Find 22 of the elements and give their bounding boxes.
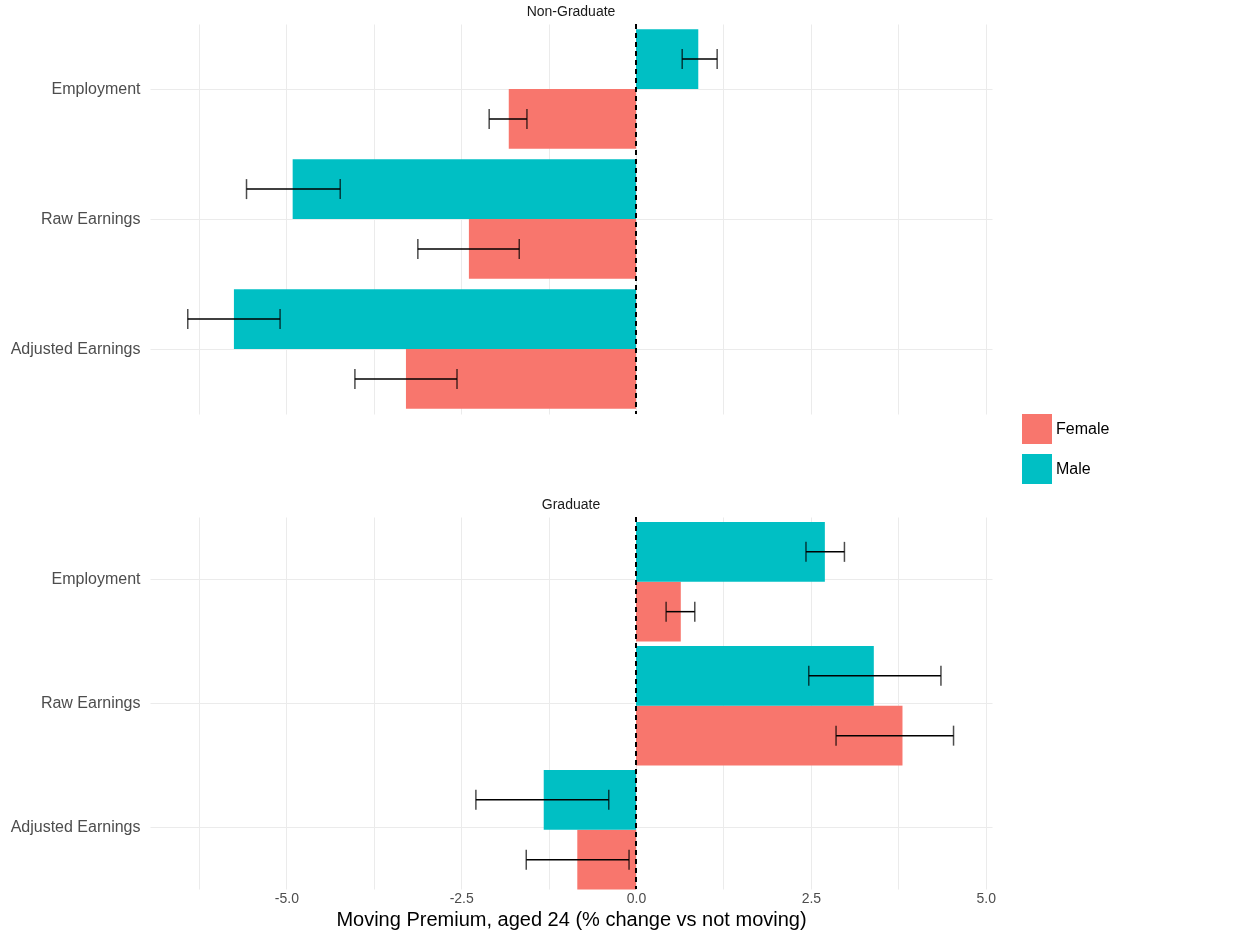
x-tick-label: 5.0 [976,889,997,906]
bar [636,645,874,706]
chart-title: Non-Graduate [526,3,616,20]
x-axis-title: Moving Premium, aged 24 (% change vs not moving) [336,907,807,930]
x-tick-label: 2.5 [801,889,822,906]
y-tick-label: Employment [51,570,142,587]
bar [577,829,637,890]
bar [636,581,681,642]
y-tick-label: Adjusted Earnings [10,340,141,357]
bar [636,521,825,582]
bar [636,705,903,766]
x-tick-label: 0.0 [626,889,647,906]
chart-title: Graduate [541,496,601,513]
y-tick-label: Raw Earnings [40,694,141,711]
bar [543,769,637,830]
y-tick-label: Adjusted Earnings [10,818,141,835]
legend-label: Male [1056,460,1091,477]
legend-label: Female [1056,420,1110,437]
y-tick-label: Employment [51,80,142,97]
x-tick-label: -2.5 [449,889,474,906]
x-tick-label: -5.0 [274,889,300,906]
y-tick-label: Raw Earnings [40,210,141,227]
